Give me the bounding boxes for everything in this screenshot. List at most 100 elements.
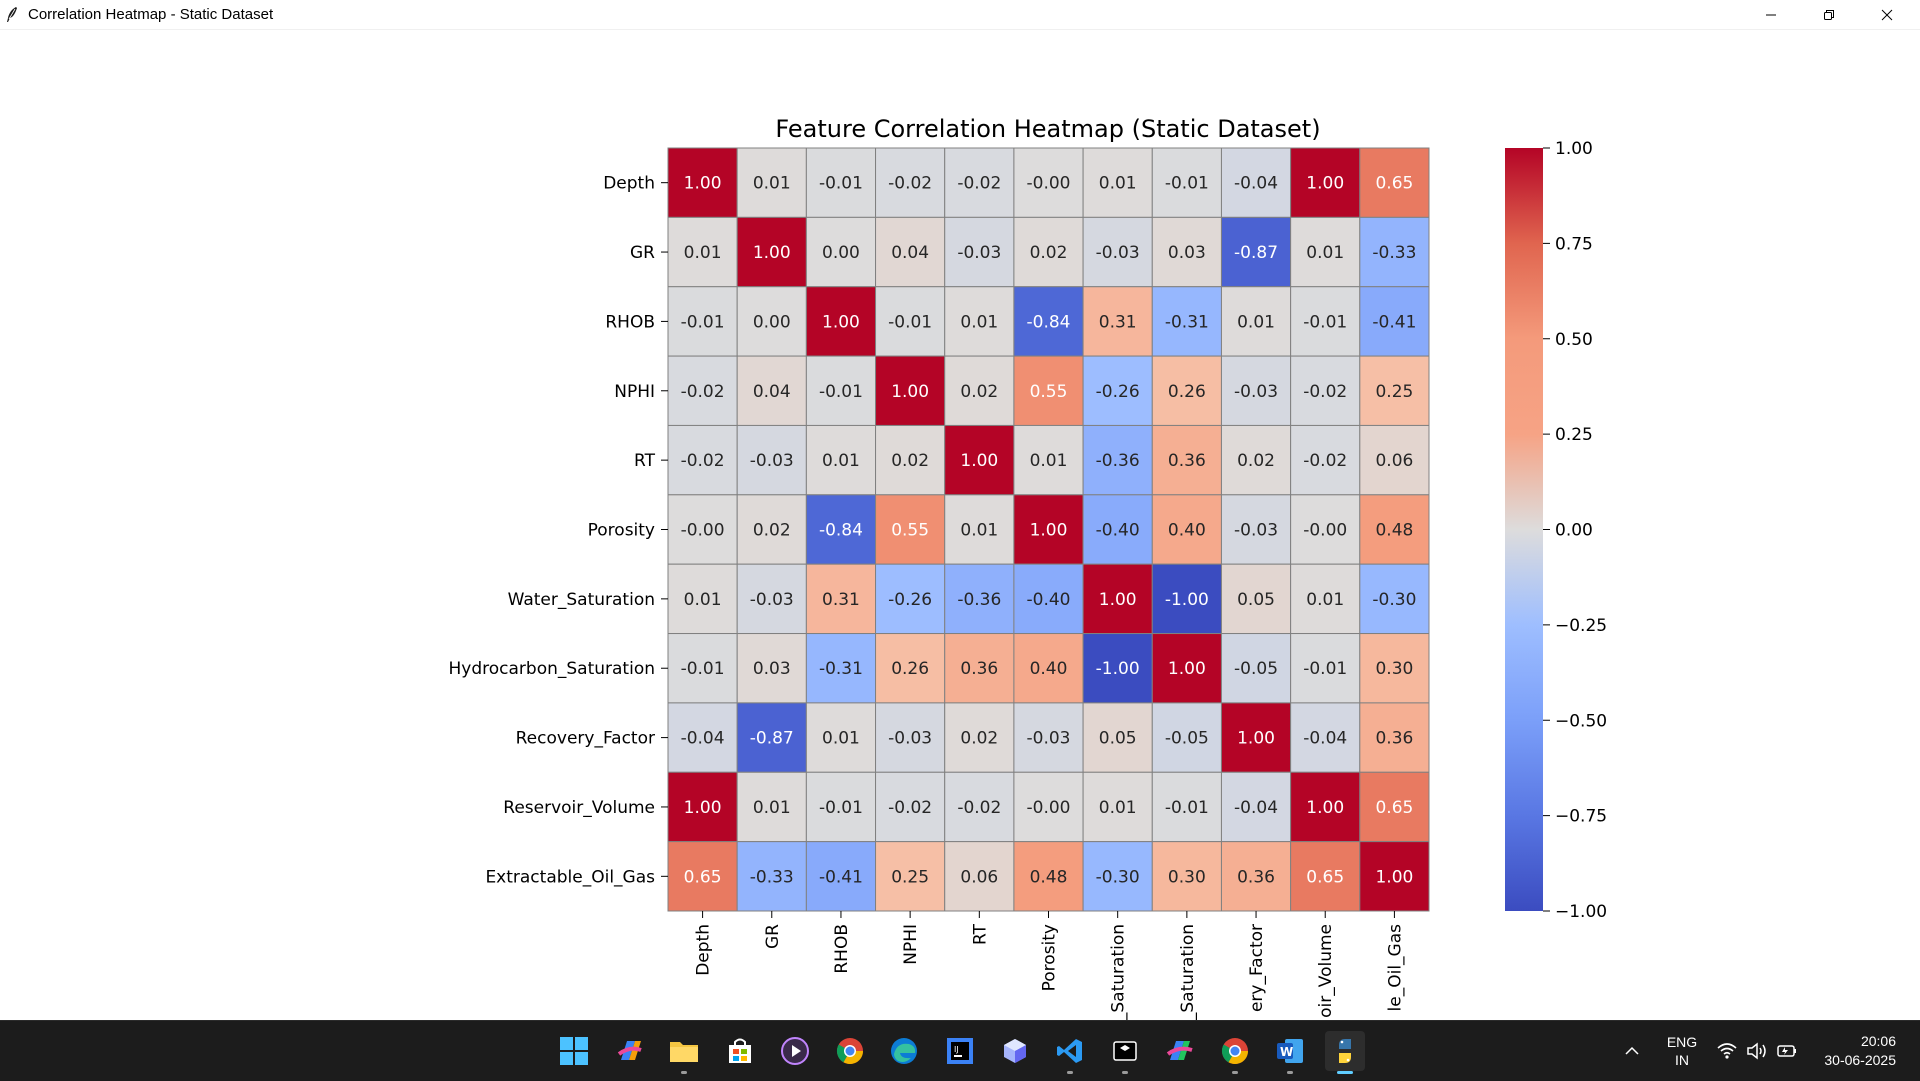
heatmap-cell xyxy=(667,633,738,704)
heatmap-cell xyxy=(805,355,877,426)
heatmap-cell xyxy=(875,286,946,357)
chevron-up-icon[interactable] xyxy=(1623,1043,1641,1057)
cell-value-label: -0.01 xyxy=(681,659,725,679)
heatmap-cell xyxy=(805,563,877,635)
heatmap-cell xyxy=(1151,355,1222,426)
heatmap-cell xyxy=(1082,147,1153,218)
cell-value-label: 0.55 xyxy=(891,521,929,541)
heatmap-cell xyxy=(736,633,807,704)
close-icon xyxy=(1881,9,1893,20)
heatmap-cell xyxy=(736,147,807,218)
cell-value-label: 0.40 xyxy=(1168,521,1206,541)
colorbar-tick-label: 0.50 xyxy=(1555,330,1593,350)
heatmap-cell xyxy=(944,216,1015,288)
word-app[interactable]: W xyxy=(1270,1031,1310,1074)
heatmap-cell xyxy=(1290,216,1361,288)
cell-value-label: -0.41 xyxy=(1372,312,1416,332)
cell-value-label: -0.03 xyxy=(1234,382,1278,402)
cell-value-label: -0.03 xyxy=(750,590,794,610)
col-label: RT xyxy=(970,923,990,945)
title-bar[interactable]: Correlation Heatmap - Static Dataset xyxy=(0,0,1920,30)
chrome-profile-app[interactable] xyxy=(1215,1031,1255,1074)
heatmap-cell xyxy=(667,494,738,565)
cell-value-label: 0.06 xyxy=(1375,451,1413,471)
cell-value-label: 0.01 xyxy=(684,243,722,263)
heatmap-cell xyxy=(1290,563,1361,635)
row-label: Recovery_Factor xyxy=(516,729,655,749)
jetbrains-app[interactable]: IJ xyxy=(940,1031,980,1071)
cell-value-label: -1.00 xyxy=(1096,659,1140,679)
heatmap-cell xyxy=(944,355,1015,426)
language-indicator[interactable]: ENG IN xyxy=(1662,1033,1702,1069)
clock-date: 30-06-2025 xyxy=(1824,1052,1896,1068)
minimize-button[interactable] xyxy=(1742,0,1800,29)
col-label: NPHI xyxy=(901,924,921,965)
heatmap-cell xyxy=(736,771,807,843)
heatmap-cell xyxy=(1290,771,1361,843)
cell-value-label: 0.40 xyxy=(1030,659,1068,679)
heatmap-cell xyxy=(1220,633,1292,704)
heatmap-cell xyxy=(805,702,877,773)
start-button[interactable] xyxy=(554,1031,594,1071)
row-label: RT xyxy=(634,451,656,471)
cell-value-label: -0.03 xyxy=(750,451,794,471)
cell-value-label: 1.00 xyxy=(1306,174,1344,194)
cell-value-label: 0.65 xyxy=(1375,174,1413,194)
cell-value-label: 1.00 xyxy=(684,174,722,194)
cell-value-label: -0.01 xyxy=(819,174,863,194)
heatmap-cell xyxy=(736,286,807,357)
heatmap-cell xyxy=(875,424,946,496)
battery-icon[interactable] xyxy=(1774,1041,1798,1061)
cell-value-label: 0.01 xyxy=(684,590,722,610)
python-app[interactable] xyxy=(1325,1031,1365,1074)
heatmap-cell xyxy=(667,147,738,218)
running-indicator xyxy=(1067,1071,1073,1074)
cell-value-label: -0.40 xyxy=(1027,590,1071,610)
heatmap-cell xyxy=(1290,355,1361,426)
file-explorer-app[interactable] xyxy=(664,1031,704,1074)
chrome-app[interactable] xyxy=(830,1031,870,1071)
copilot-m365-app[interactable] xyxy=(1160,1031,1200,1071)
cell-value-label: -0.02 xyxy=(957,798,1001,818)
chart-title: Feature Correlation Heatmap (Static Data… xyxy=(775,115,1320,143)
cell-value-label: -0.26 xyxy=(1096,382,1140,402)
heatmap-cell xyxy=(736,355,807,426)
vscode-app[interactable] xyxy=(1050,1031,1090,1074)
cell-value-label: 0.31 xyxy=(1099,312,1137,332)
clock[interactable]: 20:06 30-06-2025 xyxy=(1810,1032,1910,1070)
heatmap-cell xyxy=(667,563,738,635)
cell-value-label: -0.30 xyxy=(1096,867,1140,887)
wifi-icon[interactable] xyxy=(1716,1041,1738,1061)
cell-value-label: -0.03 xyxy=(1096,243,1140,263)
heatmap-cell xyxy=(1082,216,1153,288)
heatmap-cell xyxy=(1290,494,1361,565)
heatmap-cell xyxy=(736,424,807,496)
col-label: oir_Volume xyxy=(1316,924,1336,1018)
row-label: Reservoir_Volume xyxy=(503,798,655,818)
cube-app[interactable] xyxy=(995,1031,1035,1071)
heatmap-cell xyxy=(1151,424,1222,496)
volume-icon[interactable] xyxy=(1746,1041,1768,1061)
running-indicator xyxy=(681,1071,687,1074)
copilot-app[interactable] xyxy=(610,1031,650,1071)
m365-icon xyxy=(1164,1036,1196,1066)
vscode-icon xyxy=(1055,1036,1085,1066)
media-player-app[interactable] xyxy=(775,1031,815,1071)
cell-value-label: 0.05 xyxy=(1237,590,1275,610)
heatmap-cell xyxy=(875,494,946,565)
heatmap-cell xyxy=(805,216,877,288)
microsoft-store-app[interactable] xyxy=(720,1031,760,1071)
close-button[interactable] xyxy=(1858,0,1916,29)
heatmap-cell xyxy=(1151,633,1222,704)
edge-app[interactable] xyxy=(884,1031,924,1071)
colorbar-tick-label: 0.00 xyxy=(1555,521,1593,541)
heatmap-cell xyxy=(1290,424,1361,496)
heatmap-cell xyxy=(1220,841,1292,912)
terminal-app[interactable] xyxy=(1105,1031,1145,1074)
heatmap-cell xyxy=(875,216,946,288)
heatmap-cell xyxy=(1220,216,1292,288)
heatmap-cell xyxy=(944,424,1015,496)
heatmap-cell xyxy=(1359,424,1430,496)
region-code: IN xyxy=(1675,1052,1689,1068)
restore-button[interactable] xyxy=(1800,0,1858,29)
